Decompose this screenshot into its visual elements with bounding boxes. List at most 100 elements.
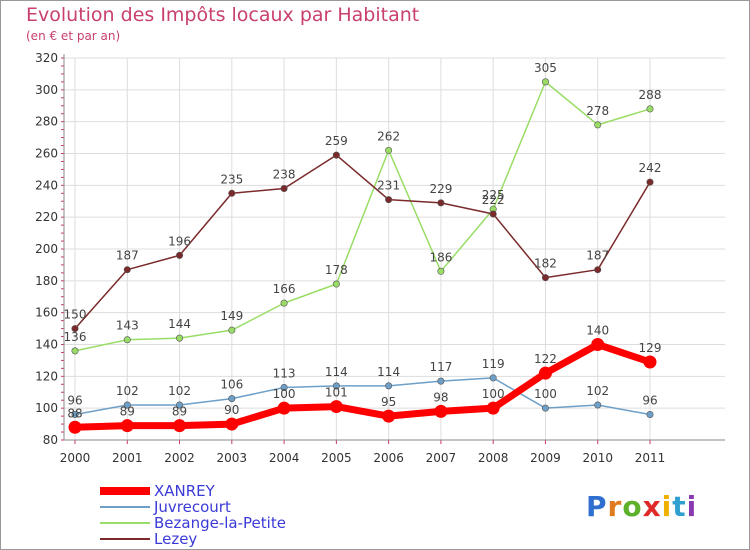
data-point-juvrecourt: [541, 404, 549, 412]
data-label-xanrey: 101: [325, 386, 348, 400]
data-label-lezey: 229: [429, 182, 452, 196]
data-point-bezange-la-petite: [228, 326, 236, 334]
data-point-xanrey: [68, 420, 82, 434]
data-label-xanrey: 122: [534, 352, 557, 366]
data-label-juvrecourt: 113: [273, 366, 296, 380]
data-label-bezange-la-petite: 143: [116, 319, 139, 333]
data-point-juvrecourt: [332, 382, 340, 390]
data-label-lezey: 231: [377, 179, 400, 193]
data-label-lezey: 196: [168, 234, 191, 248]
data-point-juvrecourt: [176, 401, 184, 409]
data-label-juvrecourt: 117: [429, 360, 452, 374]
x-tick-label: 2009: [530, 451, 561, 465]
data-point-bezange-la-petite: [332, 280, 340, 288]
logo-letter: r: [607, 490, 623, 523]
data-label-xanrey: 90: [224, 403, 239, 417]
y-tick-label: 140: [35, 338, 58, 352]
x-tick-label: 2000: [60, 451, 91, 465]
data-point-lezey: [437, 199, 445, 207]
data-point-xanrey: [120, 419, 134, 433]
logo-letter: i: [661, 490, 673, 523]
data-label-lezey: 238: [273, 168, 296, 182]
grid: [64, 57, 725, 441]
data-point-juvrecourt: [280, 383, 288, 391]
data-label-lezey: 222: [482, 193, 505, 207]
data-label-bezange-la-petite: 149: [220, 309, 243, 323]
data-point-xanrey: [434, 404, 448, 418]
data-point-lezey: [228, 189, 236, 197]
data-point-bezange-la-petite: [176, 334, 184, 342]
data-point-juvrecourt: [385, 382, 393, 390]
data-label-juvrecourt: 100: [534, 387, 557, 401]
series: [68, 78, 657, 434]
data-label-xanrey: 95: [381, 395, 396, 409]
series-line-bezange-la-petite: [74, 81, 651, 352]
data-point-xanrey: [225, 417, 239, 431]
x-tick-label: 2004: [269, 451, 300, 465]
x-tick-label: 2001: [112, 451, 143, 465]
data-label-juvrecourt: 119: [482, 357, 505, 371]
data-label-xanrey: 89: [172, 405, 187, 419]
data-label-xanrey: 129: [639, 341, 662, 355]
data-point-xanrey: [382, 409, 396, 423]
data-label-xanrey: 88: [67, 406, 82, 420]
data-label-juvrecourt: 102: [586, 384, 609, 398]
data-point-bezange-la-petite: [594, 121, 602, 129]
data-point-bezange-la-petite: [437, 267, 445, 275]
logo-letter: o: [622, 490, 643, 523]
data-label-bezange-la-petite: 178: [325, 263, 348, 277]
data-label-juvrecourt: 96: [642, 394, 657, 408]
x-tick-label: 2011: [635, 451, 666, 465]
data-point-juvrecourt: [123, 401, 131, 409]
data-point-lezey: [280, 185, 288, 193]
data-point-xanrey: [329, 400, 343, 414]
y-tick-label: 160: [35, 306, 58, 320]
data-point-lezey: [489, 210, 497, 218]
data-label-juvrecourt: 102: [168, 384, 191, 398]
data-point-xanrey: [643, 355, 657, 369]
y-tick-label: 260: [35, 147, 58, 161]
y-tick-label: 300: [35, 83, 58, 97]
data-label-lezey: 182: [534, 257, 557, 271]
data-point-lezey: [123, 266, 131, 274]
chart-subtitle: (en € et par an): [26, 29, 121, 43]
logo-letter: i: [686, 490, 698, 523]
data-label-bezange-la-petite: 225: [482, 188, 505, 202]
data-point-lezey: [176, 251, 184, 259]
y-tick-label: 200: [35, 242, 58, 256]
data-label-bezange-la-petite: 136: [64, 330, 87, 344]
data-label-juvrecourt: 96: [67, 394, 82, 408]
logo-letter: x: [642, 490, 662, 523]
y-tick-label: 120: [35, 369, 58, 383]
y-tick-label: 280: [35, 115, 58, 129]
data-label-juvrecourt: 106: [220, 378, 243, 392]
data-label-xanrey: 100: [273, 387, 296, 401]
data-label-lezey: 242: [639, 161, 662, 175]
data-point-lezey: [646, 178, 654, 186]
data-label-juvrecourt: 102: [116, 384, 139, 398]
x-tick-label: 2005: [321, 451, 352, 465]
x-tick-label: 2002: [164, 451, 195, 465]
data-label-bezange-la-petite: 278: [586, 104, 609, 118]
data-point-juvrecourt: [71, 411, 79, 419]
x-tick-label: 2010: [582, 451, 613, 465]
data-point-bezange-la-petite: [123, 336, 131, 344]
data-label-bezange-la-petite: 262: [377, 129, 400, 143]
y-tick-label: 220: [35, 210, 58, 224]
data-label-bezange-la-petite: 305: [534, 61, 557, 75]
data-label-lezey: 187: [586, 249, 609, 263]
data-point-juvrecourt: [228, 395, 236, 403]
legend-label-bezange-la-petite: Bezange-la-Petite: [154, 514, 286, 532]
data-point-bezange-la-petite: [280, 299, 288, 307]
data-point-lezey: [385, 196, 393, 204]
data-point-bezange-la-petite: [646, 105, 654, 113]
data-point-xanrey: [591, 338, 605, 351]
axes: 80 100 120 140 160 180 200 220 240 260 280 300 320 20…: [35, 51, 725, 465]
data-label-bezange-la-petite: 144: [168, 317, 191, 331]
x-tick-label: 2003: [217, 451, 248, 465]
data-label-juvrecourt: 114: [377, 365, 400, 379]
legend-label-lezey: Lezey: [154, 530, 197, 548]
